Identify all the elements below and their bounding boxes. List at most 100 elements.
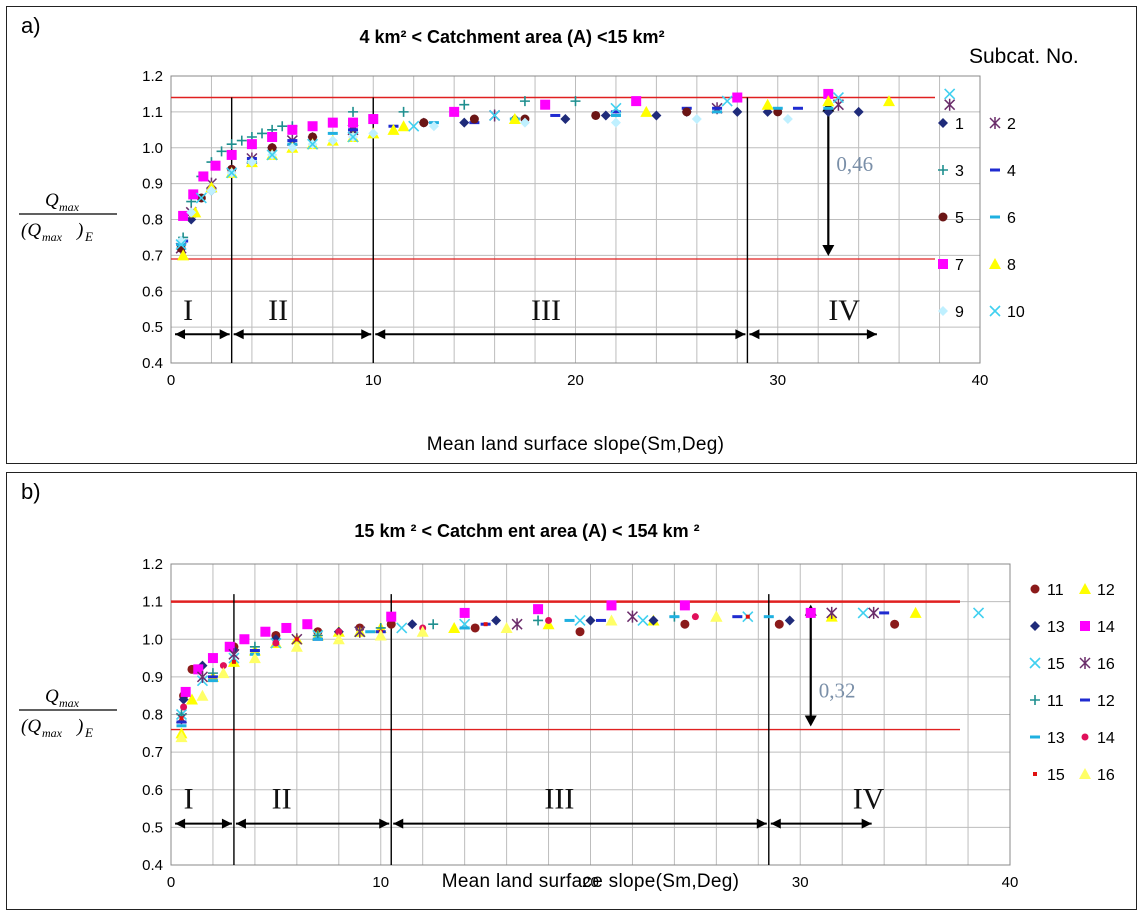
- data-point: [368, 114, 379, 125]
- series-9: [175, 88, 956, 251]
- y-tick-label: 1.1: [142, 104, 163, 121]
- data-point: [533, 604, 544, 615]
- y-tick-label: 1.0: [142, 631, 163, 648]
- data-point: [188, 189, 199, 200]
- data-point: [219, 662, 227, 670]
- legend-label: 15: [1047, 767, 1065, 784]
- data-point: [224, 641, 235, 652]
- legend-item: 8: [989, 257, 1016, 274]
- data-point: [631, 96, 642, 107]
- data-point: [570, 96, 581, 107]
- data-point: [387, 123, 400, 135]
- legend-item: 4: [990, 163, 1016, 180]
- data-point: [307, 138, 319, 150]
- series-4: [175, 607, 985, 721]
- legend-item: 2: [989, 116, 1016, 133]
- svg-text:): ): [76, 220, 83, 241]
- x-tick-label: 40: [1002, 874, 1019, 891]
- series-11: [175, 610, 723, 743]
- data-point: [540, 99, 551, 110]
- legend-label: 5: [955, 210, 964, 227]
- chart-a: 0.4 0.5 0.6 0.7 0.8 0.9 1.0 1.1 1.2 0 10 20 30 40 Mean…: [19, 68, 1025, 455]
- svg-text:): ): [76, 716, 83, 737]
- data-point: [327, 117, 338, 128]
- data-point: [267, 143, 277, 153]
- data-point: [605, 614, 618, 626]
- data-point: [216, 146, 227, 157]
- legend-item: 3: [938, 163, 964, 180]
- data-point: [564, 618, 575, 622]
- svg-text:max: max: [59, 696, 80, 710]
- legend-item: 12: [1080, 693, 1115, 710]
- legend-marker: [938, 118, 948, 128]
- data-point: [277, 121, 288, 132]
- legend-label: 13: [1047, 730, 1065, 747]
- legend-marker: [1030, 621, 1040, 631]
- data-point: [354, 625, 366, 638]
- data-point: [610, 110, 621, 114]
- legend-label: 4: [1007, 163, 1016, 180]
- data-point: [226, 167, 238, 179]
- y-tick-label: 0.6: [142, 782, 163, 799]
- data-point: [196, 689, 209, 701]
- legend-item: 14: [1080, 619, 1115, 636]
- legend-marker: [990, 168, 1000, 172]
- series-3: [180, 600, 816, 697]
- y-tick-label: 1.0: [142, 140, 163, 157]
- data-point: [519, 117, 530, 128]
- data-point: [210, 160, 221, 171]
- data-point: [890, 619, 900, 629]
- data-point: [637, 614, 649, 627]
- amplitude-annotation: 0,46: [836, 152, 873, 176]
- data-point: [763, 615, 774, 619]
- data-point: [626, 610, 638, 623]
- data-point: [267, 131, 278, 142]
- data-point: [186, 207, 197, 218]
- legend-label: 1: [955, 116, 964, 133]
- data-point: [682, 107, 692, 117]
- legend-label: 14: [1097, 619, 1115, 636]
- data-point: [327, 131, 338, 135]
- svg-text:(Q: (Q: [21, 716, 41, 737]
- y-tick-label: 0.7: [142, 247, 163, 264]
- legend-item: 1: [938, 116, 964, 133]
- x-tick-label: 10: [365, 372, 382, 389]
- legend-label: 15: [1047, 656, 1065, 673]
- data-point: [519, 96, 530, 107]
- zone-label: III: [544, 783, 574, 816]
- legend-label: 16: [1097, 656, 1115, 673]
- data-point: [332, 633, 345, 645]
- x-tick-label: 20: [582, 874, 599, 891]
- x-axis-label: Mean land surface slope(Sm,Deg): [427, 434, 725, 455]
- legend-label: 14: [1097, 730, 1115, 747]
- chart-b: 0.4 0.5 0.6 0.7 0.8 0.9 1.0 1.1 1.2 0 10 20 30 40 Mean…: [19, 556, 1115, 892]
- data-point: [868, 606, 880, 619]
- x-tick-label: 10: [372, 874, 389, 891]
- data-point: [489, 109, 501, 122]
- legend-label: 16: [1097, 767, 1115, 784]
- data-point: [944, 88, 956, 100]
- data-point: [386, 619, 396, 629]
- data-point: [459, 626, 470, 630]
- legend-marker: [1030, 735, 1040, 739]
- legend-marker: [989, 117, 1001, 129]
- data-point: [879, 611, 890, 615]
- data-point: [648, 615, 659, 626]
- data-point: [448, 621, 461, 633]
- zone-arrow: [235, 818, 390, 829]
- data-point: [944, 98, 956, 111]
- data-point: [248, 652, 261, 664]
- legend-label: 2: [1007, 116, 1016, 133]
- legend-label: 9: [955, 304, 964, 321]
- y-tick-label: 0.5: [142, 819, 163, 836]
- legend-item: 16: [1079, 767, 1115, 784]
- amplitude-annotation: 0,32: [819, 679, 856, 703]
- y-tick-label: 0.4: [142, 355, 163, 372]
- data-point: [180, 703, 188, 711]
- data-point: [195, 192, 207, 204]
- legend-marker: [938, 212, 948, 222]
- legend-label: 12: [1097, 693, 1115, 710]
- data-point: [207, 679, 218, 683]
- legend-item: 11: [1030, 582, 1064, 599]
- data-point: [365, 630, 376, 634]
